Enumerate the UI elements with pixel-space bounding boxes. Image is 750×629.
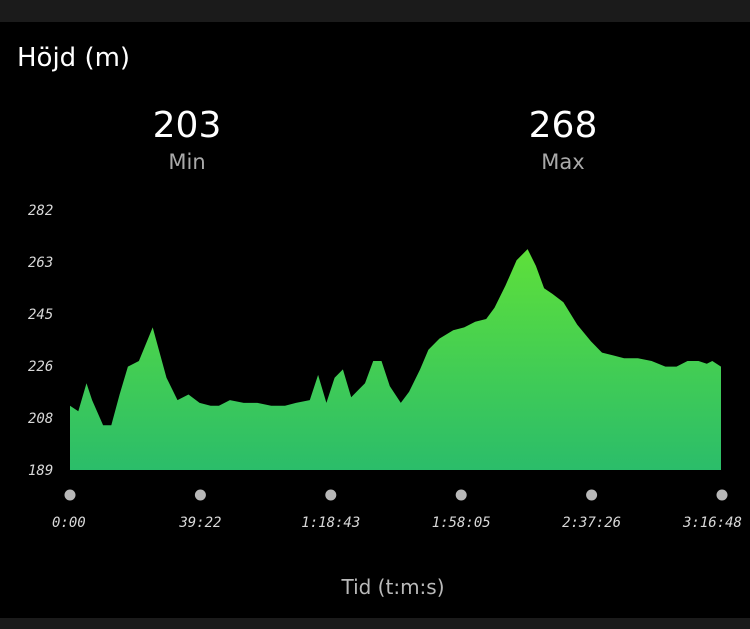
min-stat: 203 Min: [107, 106, 267, 176]
x-tick-dot: [455, 489, 467, 501]
x-tick-label: 39:22: [178, 515, 221, 531]
elevation-card: Höjd (m) 203 Min 268 Max Tid (t:m:s): [0, 22, 750, 618]
x-tick-dot: [325, 489, 337, 501]
elevation-area: [70, 249, 721, 470]
min-label: Min: [168, 150, 206, 174]
x-tick-dot: [194, 489, 206, 501]
x-tick-dot: [586, 489, 598, 501]
x-tick-dot: [64, 489, 76, 501]
x-tick-dot: [716, 489, 728, 501]
chart-title: Höjd (m): [17, 43, 131, 73]
x-tick-label: 0:00: [52, 515, 86, 531]
x-axis-title: Tid (t:m:s): [341, 575, 445, 599]
min-value: 203: [152, 105, 222, 146]
y-tick-label: 282: [28, 203, 53, 219]
x-axis-dots: [64, 489, 728, 501]
y-tick-label: 245: [28, 307, 53, 323]
y-axis-ticks: 282 263 245 226 208 189: [28, 203, 53, 479]
max-stat: 268 Max: [483, 106, 643, 176]
max-value: 268: [528, 105, 598, 146]
y-tick-label: 189: [28, 463, 53, 479]
x-axis-ticks: 0:00 39:22 1:18:43 1:58:05 2:37:26 3:16:48: [52, 515, 742, 531]
max-label: Max: [541, 150, 585, 174]
y-tick-label: 226: [28, 359, 53, 375]
y-tick-label: 208: [28, 411, 53, 427]
x-tick-label: 3:16:48: [682, 515, 742, 531]
x-tick-label: 1:58:05: [432, 515, 491, 531]
x-tick-label: 1:18:43: [301, 515, 360, 531]
x-tick-label: 2:37:26: [562, 515, 621, 531]
y-tick-label: 263: [28, 255, 53, 271]
